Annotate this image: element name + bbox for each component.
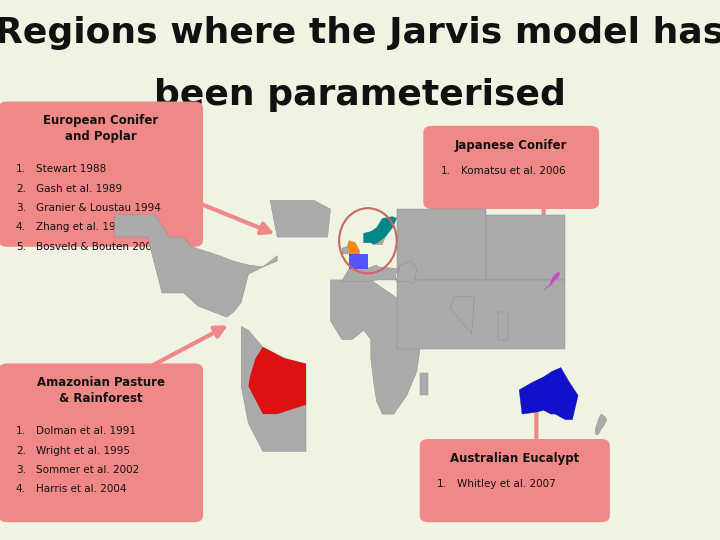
Text: 5.: 5. <box>16 242 26 252</box>
Polygon shape <box>544 273 559 291</box>
Polygon shape <box>420 373 428 395</box>
Text: been parameterised: been parameterised <box>154 78 566 112</box>
Text: 1.: 1. <box>16 426 26 436</box>
Text: 4.: 4. <box>16 222 26 233</box>
Polygon shape <box>114 215 277 317</box>
Text: Dolman et al. 1991: Dolman et al. 1991 <box>36 426 136 436</box>
Polygon shape <box>397 280 565 349</box>
Text: Gash et al. 1989: Gash et al. 1989 <box>36 184 122 194</box>
Text: 4.: 4. <box>16 484 26 495</box>
Polygon shape <box>349 254 368 269</box>
Text: Stewart 1988: Stewart 1988 <box>36 164 107 174</box>
Text: Japanese Conifer: Japanese Conifer <box>455 139 567 152</box>
FancyArrowPatch shape <box>539 205 549 244</box>
FancyBboxPatch shape <box>0 102 203 247</box>
FancyArrowPatch shape <box>531 394 541 443</box>
Polygon shape <box>241 327 306 451</box>
Text: Zhang et al. 1997: Zhang et al. 1997 <box>36 222 129 233</box>
FancyBboxPatch shape <box>420 439 610 522</box>
Text: Amazonian Pasture
& Rainforest: Amazonian Pasture & Rainforest <box>37 376 165 406</box>
Text: 2.: 2. <box>16 446 26 456</box>
Text: Australian Eucalypt: Australian Eucalypt <box>450 452 580 465</box>
Text: European Conifer
and Poplar: European Conifer and Poplar <box>43 114 158 144</box>
Text: Komatsu et al. 2006: Komatsu et al. 2006 <box>461 166 565 176</box>
Text: Regions where the Jarvis model has: Regions where the Jarvis model has <box>0 16 720 50</box>
Polygon shape <box>342 246 348 254</box>
FancyArrowPatch shape <box>147 182 270 233</box>
Polygon shape <box>248 347 306 414</box>
Text: 2.: 2. <box>16 184 26 194</box>
Polygon shape <box>270 192 330 237</box>
Polygon shape <box>330 280 421 414</box>
Polygon shape <box>498 312 508 340</box>
Polygon shape <box>595 414 607 435</box>
Text: 1.: 1. <box>441 166 451 176</box>
Text: Whitley et al. 2007: Whitley et al. 2007 <box>457 479 556 489</box>
Text: Wright et al. 1995: Wright et al. 1995 <box>36 446 130 456</box>
Text: 1.: 1. <box>16 164 26 174</box>
Text: 1.: 1. <box>437 479 447 489</box>
Text: Sommer et al. 2002: Sommer et al. 2002 <box>36 465 139 475</box>
Polygon shape <box>450 296 474 334</box>
Text: 3.: 3. <box>16 203 26 213</box>
Polygon shape <box>397 209 486 280</box>
Polygon shape <box>486 215 565 280</box>
Text: Harris et al. 2004: Harris et al. 2004 <box>36 484 127 495</box>
Polygon shape <box>519 368 578 420</box>
Polygon shape <box>544 273 559 291</box>
Polygon shape <box>348 241 359 256</box>
FancyBboxPatch shape <box>423 126 599 209</box>
Polygon shape <box>348 241 359 256</box>
Polygon shape <box>342 261 417 284</box>
FancyArrowPatch shape <box>146 327 224 369</box>
FancyBboxPatch shape <box>0 363 203 522</box>
Polygon shape <box>364 217 397 245</box>
Polygon shape <box>364 217 397 245</box>
Text: 3.: 3. <box>16 465 26 475</box>
Text: Bosveld & Bouten 2001: Bosveld & Bouten 2001 <box>36 242 158 252</box>
Polygon shape <box>519 368 578 420</box>
Text: Granier & Loustau 1994: Granier & Loustau 1994 <box>36 203 161 213</box>
